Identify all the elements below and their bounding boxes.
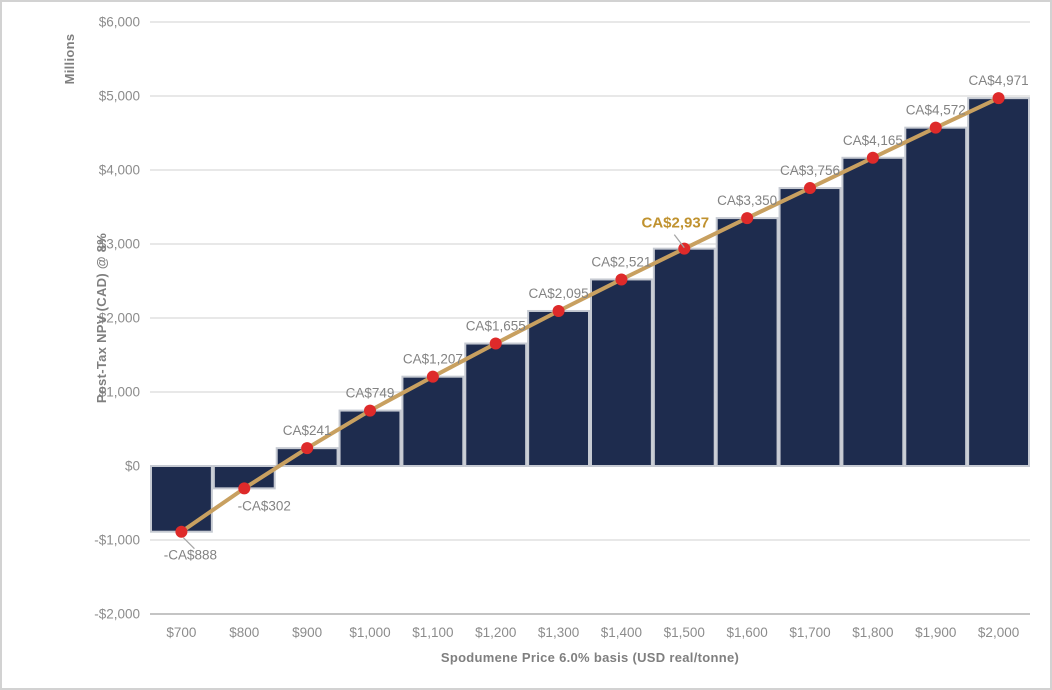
- line-marker: [804, 182, 816, 195]
- npv-bar: [401, 375, 465, 468]
- data-label: CA$4,165: [843, 133, 903, 148]
- y-tick-label: $6,000: [99, 15, 140, 30]
- x-tick-label: $1,700: [789, 625, 830, 640]
- line-series-layer: [175, 92, 1005, 538]
- line-marker: [992, 92, 1005, 105]
- data-label: CA$241: [283, 423, 332, 438]
- x-tick-label: $1,500: [664, 625, 705, 640]
- y-tick-label: $1,000: [99, 385, 140, 400]
- data-label: CA$3,756: [780, 163, 840, 178]
- npv-bar: [904, 126, 968, 467]
- data-label-emphasized: CA$2,937: [642, 215, 710, 232]
- x-tick-label: $2,000: [978, 625, 1019, 640]
- x-axis-title: Spodumene Price 6.0% basis (USD real/ton…: [441, 650, 739, 665]
- data-label: -CA$888: [164, 548, 217, 563]
- npv-bar: [778, 187, 842, 467]
- x-tick-label: $900: [292, 625, 322, 640]
- y-tick-label: $3,000: [99, 237, 140, 252]
- x-tick-label: $700: [166, 625, 196, 640]
- line-marker: [238, 482, 251, 495]
- line-marker: [615, 273, 628, 286]
- y-tick-label: $4,000: [99, 163, 140, 178]
- line-marker: [364, 404, 376, 417]
- x-tick-label: $1,800: [852, 625, 893, 640]
- npv-line: [179, 96, 1001, 534]
- x-tick-label: $1,400: [601, 625, 642, 640]
- label-leader-line: [673, 234, 685, 249]
- y-tick-label: $2,000: [99, 311, 140, 326]
- x-tick-label: $800: [229, 625, 259, 640]
- y-tick-label: -$2,000: [94, 607, 140, 622]
- bar-series-layer: [150, 97, 1031, 533]
- data-label: CA$1,207: [403, 352, 463, 367]
- line-marker: [678, 242, 691, 255]
- data-label-layer: -CA$888 -CA$302 CA$241 CA$749 CA$1,207 CA$1,6…: [164, 73, 1029, 563]
- y-tick-label: -$1,000: [94, 533, 140, 548]
- data-label: CA$3,350: [717, 193, 777, 208]
- label-leader-line: [182, 537, 195, 550]
- npv-bar: [841, 156, 905, 467]
- x-tick-label: $1,100: [412, 625, 453, 640]
- y-axis-title: Post-Tax NPV (CAD) @ 8%: [94, 233, 109, 403]
- npv-bar: [527, 309, 591, 467]
- x-tick-label: $1,600: [726, 625, 767, 640]
- npv-bar: [967, 97, 1031, 467]
- data-label: CA$4,971: [969, 73, 1029, 88]
- npv-bar: [338, 409, 402, 468]
- data-label: CA$4,572: [906, 103, 966, 118]
- y-axis-units-label: Millions: [62, 34, 77, 85]
- line-marker: [741, 212, 754, 225]
- npv-bar: [590, 278, 653, 468]
- npv-bar: [150, 465, 213, 533]
- data-label: CA$749: [346, 386, 395, 401]
- data-label: CA$2,521: [591, 254, 651, 269]
- npv-bar: [715, 217, 779, 467]
- data-label: CA$1,655: [466, 319, 526, 334]
- x-tick-label: $1,000: [349, 625, 390, 640]
- line-marker: [426, 370, 439, 383]
- y-tick-label: $0: [125, 459, 140, 474]
- data-label: CA$2,095: [529, 286, 589, 301]
- x-tick-label: $1,200: [475, 625, 516, 640]
- x-tick-label: $1,900: [915, 625, 956, 640]
- line-marker: [489, 337, 502, 350]
- y-tick-label: $5,000: [99, 89, 140, 104]
- npv-bar: [652, 247, 716, 467]
- line-marker: [929, 121, 942, 134]
- line-marker: [301, 442, 314, 455]
- x-tick-label: $1,300: [538, 625, 579, 640]
- line-marker: [866, 151, 879, 164]
- line-marker: [552, 304, 565, 317]
- line-marker: [175, 525, 188, 538]
- data-label: -CA$302: [238, 498, 291, 513]
- npv-bar: [464, 342, 528, 467]
